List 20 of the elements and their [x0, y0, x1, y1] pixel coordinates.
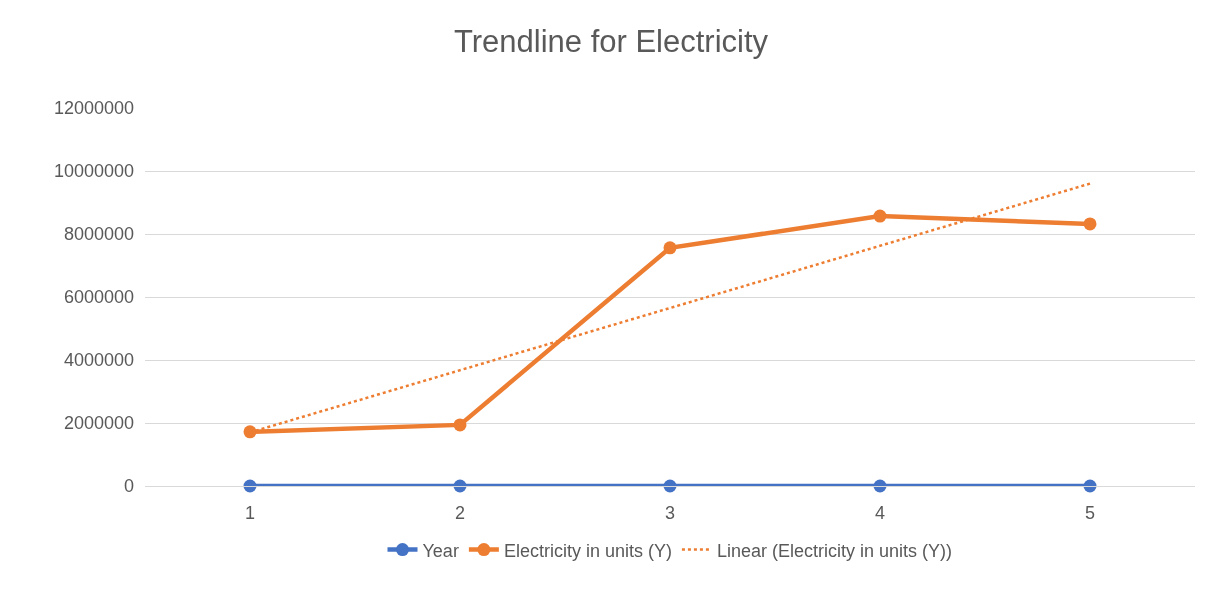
legend-label: Linear (Electricity in units (Y)) — [716, 540, 952, 561]
y-tick-label: 10000000 — [53, 161, 134, 182]
point — [663, 241, 677, 255]
y-tick-label: 0 — [123, 476, 134, 497]
x-tick-label: 3 — [664, 502, 676, 523]
x-tick-label: 2 — [454, 502, 466, 523]
y-tick-label: 4000000 — [63, 350, 134, 371]
point — [873, 209, 887, 223]
y-tick-label: 6000000 — [63, 287, 134, 308]
chart-title: Trendline for Electricity — [453, 24, 769, 59]
y-tick-label: 8000000 — [63, 224, 134, 245]
point — [453, 418, 467, 432]
legend-label: Electricity in units (Y) — [503, 540, 672, 561]
y-tick-label: 2000000 — [63, 413, 134, 434]
x-tick-label: 5 — [1084, 502, 1096, 523]
x-tick-label: 4 — [874, 502, 886, 523]
legend-label: Year — [422, 540, 459, 561]
x-tick-label: 1 — [244, 502, 256, 523]
y-tick-label: 12000000 — [53, 98, 134, 119]
point — [1083, 217, 1097, 231]
